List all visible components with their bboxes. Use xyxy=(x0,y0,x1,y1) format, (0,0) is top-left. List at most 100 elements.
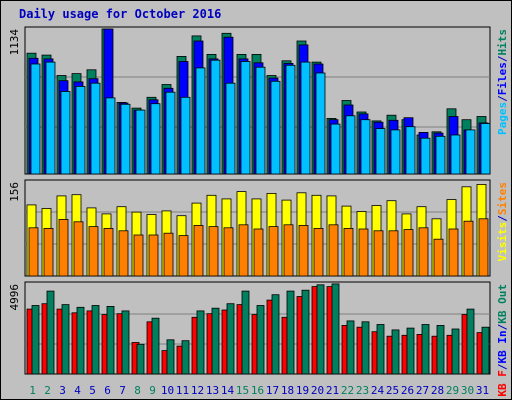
bar-sites: Sites 6: 79 xyxy=(103,227,114,277)
bar-sites: Sites 8: 68 xyxy=(133,234,144,277)
bar-kb-out: KB Out 28: 2700 xyxy=(436,324,445,375)
bar-pages: Pages 20: 790 xyxy=(315,72,326,175)
y-max-label: 1134 xyxy=(8,29,21,56)
bar-kb-out: KB Out 1: 3800 xyxy=(31,305,40,375)
day-label: 12 xyxy=(191,384,204,397)
bar-pages: Pages 5: 710 xyxy=(90,82,101,175)
bar-sites: Sites 16: 78 xyxy=(253,228,264,277)
legend-entry: / xyxy=(496,55,509,62)
bar-pages: Pages 11: 600 xyxy=(180,96,191,175)
day-label: 5 xyxy=(89,384,96,397)
bar-kb-out: KB Out 9: 3100 xyxy=(151,317,160,375)
bar-sites: Sites 25: 75 xyxy=(388,230,399,277)
bar-sites: Sites 9: 68 xyxy=(148,234,159,277)
bar-pages: Pages 4: 685 xyxy=(75,86,86,175)
bar-pages: Pages 9: 550 xyxy=(150,103,161,175)
legend-entry: / xyxy=(496,95,509,102)
bar-kb-out: KB Out 5: 3800 xyxy=(91,305,100,375)
bar-kb-out: KB Out 13: 3650 xyxy=(211,307,220,375)
bar-pages: Pages 6: 595 xyxy=(105,97,116,175)
day-label: 13 xyxy=(206,384,219,397)
bar-pages: Pages 31: 395 xyxy=(480,123,491,175)
day-label: 20 xyxy=(311,384,324,397)
legend-entry: Sites xyxy=(496,182,509,215)
legend-entry: / xyxy=(496,215,509,222)
legend-entry: KB In xyxy=(496,330,509,363)
panel-legend: Pages/Files/Hits xyxy=(496,29,509,135)
bar-sites: Sites 23: 78 xyxy=(358,228,369,277)
bar-kb-out: KB Out 6: 3750 xyxy=(106,305,115,375)
bar-sites: Sites 3: 94 xyxy=(58,218,69,277)
day-label: 10 xyxy=(161,384,174,397)
bar-sites: Sites 31: 95 xyxy=(478,218,489,277)
day-label: 8 xyxy=(134,384,141,397)
day-label: 17 xyxy=(266,384,279,397)
bar-kb-out: KB Out 2: 4600 xyxy=(46,290,55,375)
legend-entry: KB F xyxy=(496,370,509,397)
legend-entry: / xyxy=(496,323,509,330)
bar-pages: Pages 16: 835 xyxy=(255,66,266,175)
bar-sites: Sites 21: 85 xyxy=(328,224,339,277)
bar-kb-out: KB Out 19: 4650 xyxy=(301,289,310,375)
legend-entry: Pages xyxy=(496,102,509,135)
day-label: 24 xyxy=(371,384,385,397)
bar-pages: Pages 3: 645 xyxy=(60,91,71,175)
legend-entry: / xyxy=(496,363,509,370)
panel-legend: KB F/KB In/KB Out xyxy=(496,284,509,397)
bar-pages: Pages 21: 390 xyxy=(330,123,341,175)
day-label: 11 xyxy=(176,384,189,397)
bar-pages: Pages 13: 890 xyxy=(210,59,221,175)
page-title: Daily usage for October 2016 xyxy=(19,7,222,21)
bar-pages: Pages 14: 710 xyxy=(225,82,236,175)
legend-entry: Files xyxy=(496,62,509,95)
day-label: 16 xyxy=(251,384,264,397)
bar-kb-out: KB Out 3: 3850 xyxy=(61,304,70,375)
bar-pages: Pages 27: 280 xyxy=(420,137,431,175)
bar-pages: Pages 10: 640 xyxy=(165,91,176,175)
bar-sites: Sites 18: 85 xyxy=(283,224,294,277)
bar-sites: Sites 22: 79 xyxy=(343,227,354,277)
y-max-label: 4996 xyxy=(8,284,21,311)
day-label: 29 xyxy=(446,384,459,397)
legend-entry: Hits xyxy=(496,29,509,56)
bar-sites: Sites 13: 82 xyxy=(208,226,219,277)
bar-kb-out: KB Out 12: 3500 xyxy=(196,310,205,375)
bar-sites: Sites 15: 85 xyxy=(238,224,249,277)
bar-sites: Sites 11: 67 xyxy=(178,235,189,277)
bar-kb-out: KB Out 23: 2900 xyxy=(361,321,370,375)
day-label: 25 xyxy=(386,384,399,397)
bar-sites: Sites 28: 61 xyxy=(433,238,444,277)
bar-sites: Sites 7: 75 xyxy=(118,230,129,277)
panel-legend: Visits/Sites xyxy=(496,182,509,262)
day-label: 7 xyxy=(119,384,126,397)
bar-pages: Pages 19: 875 xyxy=(300,61,311,175)
day-label: 6 xyxy=(104,384,111,397)
bar-kb-out: KB Out 30: 3600 xyxy=(466,308,475,375)
bar-pages: Pages 22: 455 xyxy=(345,115,356,175)
bar-kb-out: KB Out 8: 1650 xyxy=(136,343,145,375)
bar-sites: Sites 14: 80 xyxy=(223,227,234,277)
bar-pages: Pages 29: 305 xyxy=(450,134,461,175)
bar-sites: Sites 27: 80 xyxy=(418,227,429,277)
bar-kb-out: KB Out 10: 1900 xyxy=(166,339,175,375)
day-label: 22 xyxy=(341,384,354,397)
bar-kb-out: KB Out 22: 2950 xyxy=(346,320,355,375)
bar-pages: Pages 1: 860 xyxy=(30,63,41,175)
day-label: 28 xyxy=(431,384,444,397)
bar-sites: Sites 24: 75 xyxy=(373,230,384,277)
bar-sites: Sites 19: 84 xyxy=(298,224,309,277)
bar-sites: Sites 12: 84 xyxy=(193,224,204,277)
day-label: 3 xyxy=(59,384,66,397)
bar-kb-out: KB Out 11: 1850 xyxy=(181,340,190,375)
bar-pages: Pages 23: 425 xyxy=(360,119,371,175)
bar-sites: Sites 17: 82 xyxy=(268,226,279,277)
bar-sites: Sites 10: 71 xyxy=(163,232,174,277)
bar-pages: Pages 12: 830 xyxy=(195,67,206,175)
legend-entry: Visits xyxy=(496,222,509,262)
day-label: 21 xyxy=(326,384,339,397)
day-label: 2 xyxy=(44,384,51,397)
bar-kb-out: KB Out 20: 4950 xyxy=(316,284,325,375)
bar-pages: Pages 8: 500 xyxy=(135,109,146,175)
day-label: 14 xyxy=(221,384,235,397)
